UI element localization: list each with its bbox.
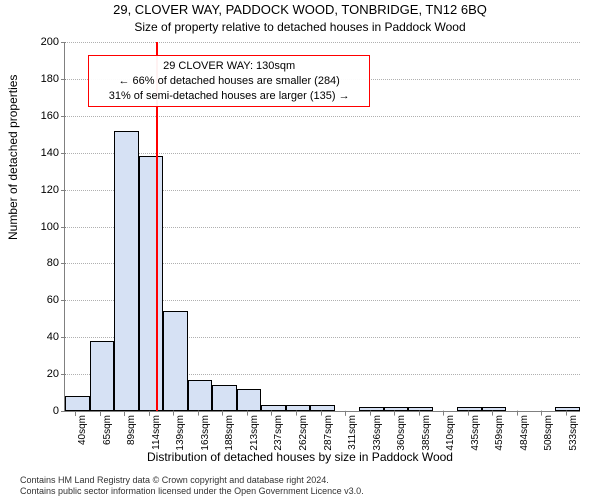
y-tick-label: 160 (41, 110, 65, 122)
annotation-line: ← 66% of detached houses are smaller (28… (95, 74, 363, 89)
x-tick-label: 114sqm (151, 415, 162, 450)
y-tick-label: 100 (41, 221, 65, 233)
x-tick-label: 508sqm (543, 415, 554, 451)
x-tick-label: 163sqm (200, 415, 211, 451)
gridline (65, 116, 580, 117)
histogram-bar (457, 407, 482, 411)
x-tick-label: 287sqm (323, 415, 334, 451)
histogram-bar (408, 407, 433, 411)
y-axis-label: Number of detached properties (6, 75, 20, 240)
x-tick-label: 213sqm (249, 415, 260, 451)
chart-title: 29, CLOVER WAY, PADDOCK WOOD, TONBRIDGE,… (0, 2, 600, 17)
x-tick-label: 188sqm (224, 415, 235, 451)
chart-subtitle: Size of property relative to detached ho… (0, 20, 600, 34)
x-axis-label: Distribution of detached houses by size … (0, 450, 600, 464)
annotation-line: 29 CLOVER WAY: 130sqm (95, 59, 363, 74)
histogram-bar (310, 405, 335, 411)
x-tick-label: 40sqm (77, 415, 88, 445)
y-tick-label: 180 (41, 73, 65, 85)
histogram-bar (65, 396, 90, 411)
y-tick-label: 140 (41, 147, 65, 159)
histogram-bar (555, 407, 580, 411)
x-tick-label: 410sqm (445, 415, 456, 451)
x-tick-label: 237sqm (273, 415, 284, 451)
histogram-bar (261, 405, 286, 411)
y-tick-label: 0 (53, 405, 65, 417)
x-tick-label: 336sqm (372, 415, 383, 451)
footer-line-1: Contains HM Land Registry data © Crown c… (20, 475, 329, 485)
x-tick-label: 139sqm (175, 415, 186, 451)
x-tick-label: 435sqm (470, 415, 481, 451)
x-tick-label: 65sqm (102, 415, 113, 445)
y-tick-label: 60 (47, 294, 65, 306)
histogram-bar (482, 407, 507, 411)
footer-attribution: Contains HM Land Registry data © Crown c… (20, 475, 590, 498)
x-tick-label: 385sqm (421, 415, 432, 451)
gridline (65, 42, 580, 43)
histogram-bar (237, 389, 262, 411)
x-tick-label: 484sqm (519, 415, 530, 451)
histogram-bar (212, 385, 237, 411)
histogram-bar (114, 131, 139, 411)
plot-area: 02040608010012014016018020040sqm65sqm89s… (64, 42, 580, 412)
histogram-bar (188, 380, 213, 411)
histogram-bar (384, 407, 409, 411)
x-tick-label: 533sqm (568, 415, 579, 451)
x-tick-label: 360sqm (396, 415, 407, 451)
x-tick-label: 262sqm (298, 415, 309, 451)
annotation-box: 29 CLOVER WAY: 130sqm← 66% of detached h… (88, 55, 370, 108)
gridline (65, 153, 580, 154)
annotation-line: 31% of semi-detached houses are larger (… (95, 89, 363, 104)
x-tick-label: 89sqm (126, 415, 137, 445)
histogram-bar (90, 341, 115, 411)
x-tick-label: 311sqm (347, 415, 358, 450)
histogram-bar (286, 405, 311, 411)
x-tick-label: 459sqm (494, 415, 505, 451)
y-tick-label: 20 (47, 368, 65, 380)
y-tick-label: 40 (47, 331, 65, 343)
footer-line-2: Contains public sector information licen… (20, 486, 364, 496)
histogram-bar (163, 311, 188, 411)
y-tick-label: 200 (41, 36, 65, 48)
histogram-bar (139, 156, 164, 411)
histogram-bar (359, 407, 384, 411)
y-tick-label: 120 (41, 184, 65, 196)
y-tick-label: 80 (47, 257, 65, 269)
